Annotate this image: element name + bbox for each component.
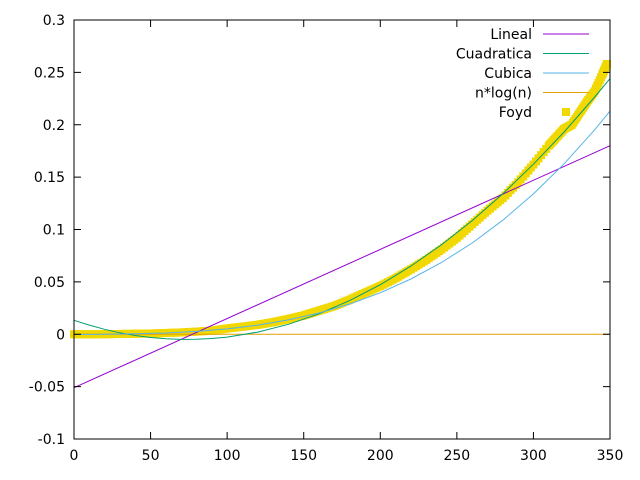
x-tick-label: 250 bbox=[443, 448, 470, 464]
legend-label-cuadratica: Cuadratica bbox=[456, 47, 532, 63]
legend-label-lineal: Lineal bbox=[490, 27, 532, 43]
x-tick-label: 200 bbox=[367, 448, 394, 464]
y-tick-label: 0.2 bbox=[43, 118, 65, 134]
y-tick-label: 0.1 bbox=[43, 223, 65, 239]
data-point bbox=[602, 59, 611, 68]
legend-swatch-foyd bbox=[562, 108, 570, 116]
x-tick-label: 350 bbox=[597, 448, 624, 464]
x-tick-label: 300 bbox=[520, 448, 547, 464]
y-tick-label: -0.1 bbox=[38, 432, 65, 448]
y-tick-label: 0.05 bbox=[34, 275, 65, 291]
y-tick-label: -0.05 bbox=[29, 380, 65, 396]
y-tick-label: 0.25 bbox=[34, 65, 65, 81]
series-lineal-line bbox=[73, 145, 611, 389]
legend-label-n-log-n: n*log(n) bbox=[475, 86, 532, 102]
series-cubica-line bbox=[73, 110, 611, 335]
series-layer bbox=[70, 59, 611, 389]
x-tick-label: 50 bbox=[142, 448, 160, 464]
x-tick-label: 150 bbox=[290, 448, 317, 464]
legend: Lineal Cuadratica Cubica n*log(n) Foyd bbox=[456, 27, 589, 121]
y-tick-label: 0.3 bbox=[43, 13, 65, 29]
legend-label-foyd: Foyd bbox=[499, 105, 532, 121]
y-tick-label: 0.15 bbox=[34, 170, 65, 186]
legend-label-cubica: Cubica bbox=[484, 66, 532, 82]
y-tick-label: 0 bbox=[56, 327, 65, 343]
x-tick-label: 100 bbox=[214, 448, 241, 464]
series-cuadratica-line bbox=[73, 78, 611, 340]
axis-layer: 0 50 100 150 200 250 300 350 -0.1 -0.05 0 0.05 0.1 0.… bbox=[29, 13, 624, 464]
x-tick-label: 0 bbox=[70, 448, 79, 464]
